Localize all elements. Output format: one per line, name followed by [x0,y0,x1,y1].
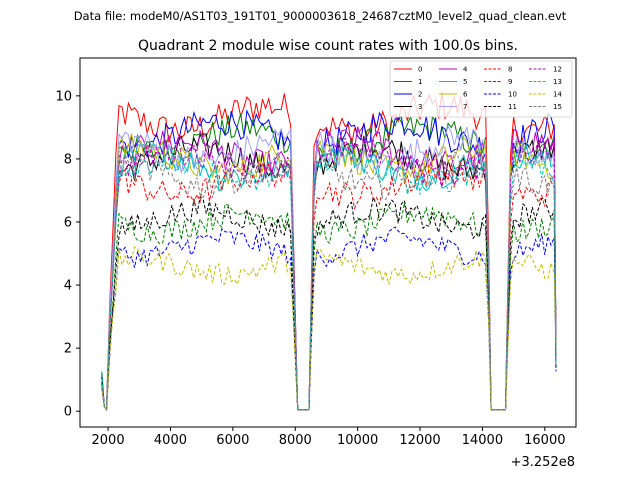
x-tick-label: 4000 [154,433,187,448]
legend-box [389,60,573,118]
y-tick-label: 10 [55,89,72,104]
x-tick-label: 10000 [337,433,378,448]
legend-label: 5 [463,78,467,86]
series-line-8 [101,161,557,412]
legend-label: 11 [508,103,517,111]
y-tick-label: 2 [64,342,72,357]
series-line-9 [101,203,557,412]
axis-ticks: 2000 4000 6000 8000 10000 12000 14000 16000 0 2 4 6… [55,89,565,448]
x-tick-label: 16000 [524,433,565,448]
legend-label: 1 [418,78,422,86]
legend-label: 3 [418,103,422,111]
x-tick-label: 12000 [399,433,440,448]
legend-label: 8 [508,66,512,74]
legend-label: 9 [508,78,512,86]
legend-label: 12 [553,66,562,74]
series-line-0 [101,91,557,412]
legend-label: 15 [553,103,562,111]
legend-label: 6 [463,91,468,99]
chart-suptitle: Data file: modeM0/AS1T03_191T01_90000036… [74,9,567,23]
legend-label: 0 [418,66,422,74]
legend-label: 14 [553,91,562,99]
series-line-7 [101,124,557,412]
chart-title: Quadrant 2 module wise count rates with … [138,38,518,54]
series-line-15 [101,149,557,412]
x-tick-label: 6000 [216,433,249,448]
series-lines [101,91,557,412]
series-line-4 [101,126,557,412]
legend-label: 7 [463,103,467,111]
x-offset-label: +3.252e8 [511,455,575,470]
x-tick-label: 8000 [279,433,312,448]
y-tick-label: 6 [64,216,72,231]
x-tick-label: 2000 [92,433,125,448]
series-line-13 [101,148,557,412]
series-line-10 [101,226,557,412]
legend-label: 13 [553,78,562,86]
series-line-14 [101,246,557,412]
legend-label: 2 [418,91,422,99]
legend-label: 4 [463,66,468,74]
x-tick-label: 14000 [462,433,503,448]
y-tick-label: 4 [64,279,72,294]
legend-label: 10 [508,91,517,99]
y-tick-label: 0 [64,405,72,420]
plot-frame [79,57,577,428]
series-line-11 [101,195,557,412]
y-tick-label: 8 [64,152,72,167]
